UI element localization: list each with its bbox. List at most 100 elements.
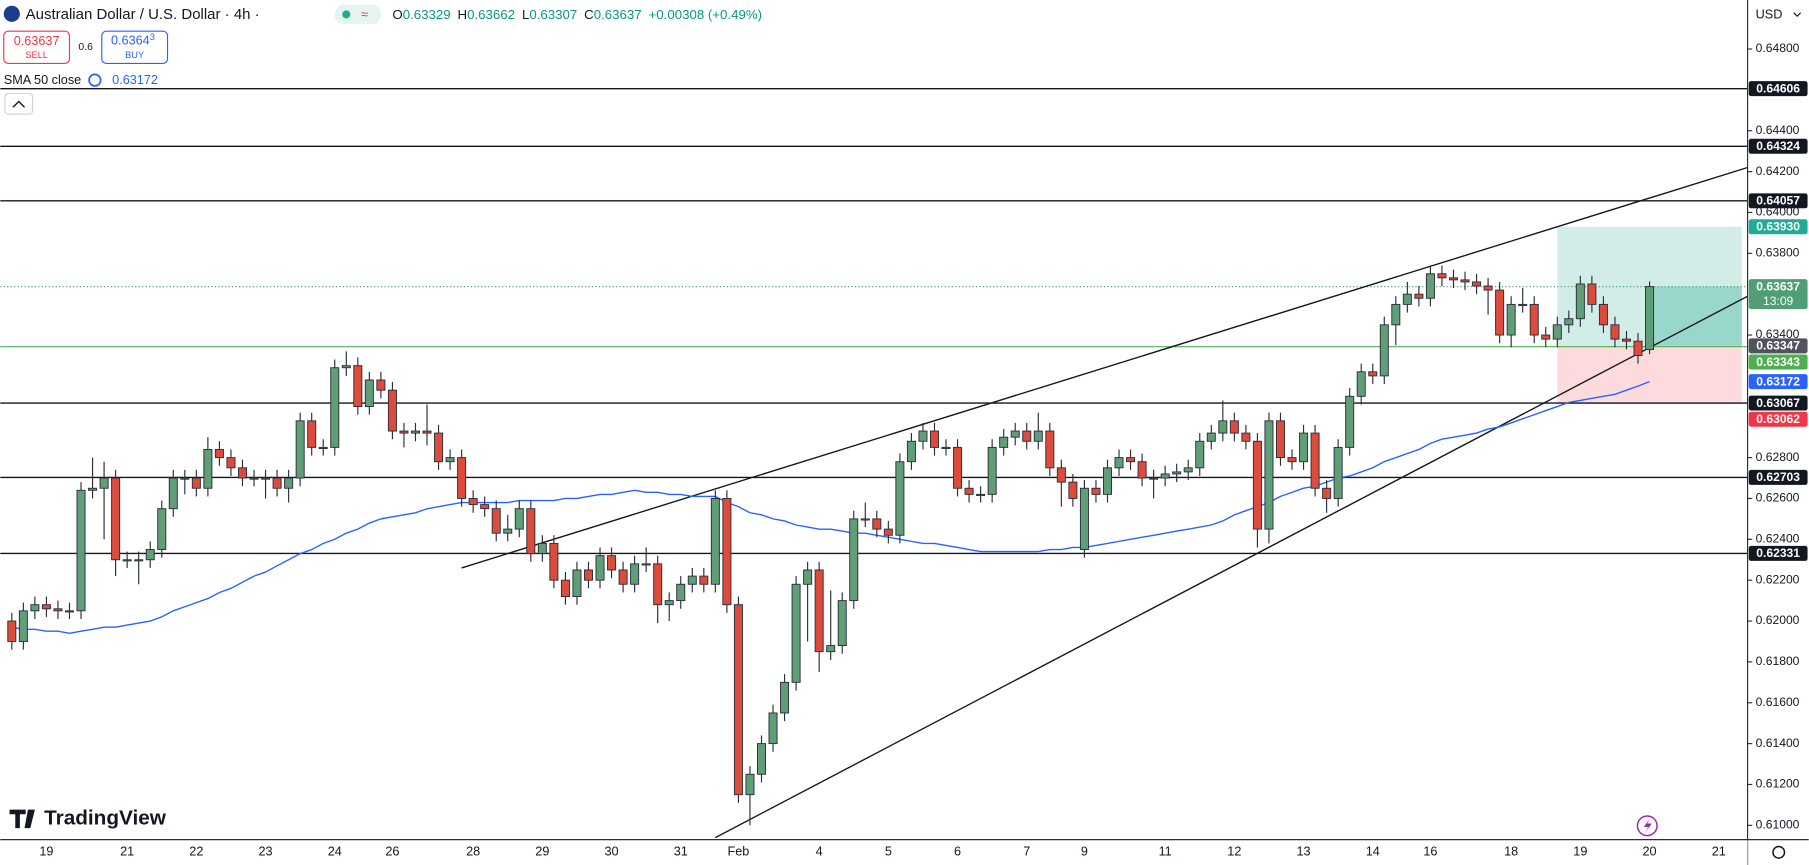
candle-body-up xyxy=(1575,283,1585,320)
candle-body-down xyxy=(872,518,882,530)
x-tick-label: 11 xyxy=(1159,845,1172,859)
x-tick-label: 30 xyxy=(604,845,618,859)
ohlc-value: 0.63329 xyxy=(403,6,451,21)
candle-body-up xyxy=(122,559,132,562)
logo-icon xyxy=(9,809,35,829)
candle-body-down xyxy=(1460,279,1470,283)
price-labels: 0.64606 0.64324 0.64057 0.63930 0.6363713:09… xyxy=(1748,81,1808,561)
candle-body-down xyxy=(1045,430,1055,469)
y-tick-label: 0.62800 xyxy=(1756,450,1800,464)
candle-body-up xyxy=(1645,286,1655,350)
candle-body-up xyxy=(1264,420,1274,530)
candle-body-up xyxy=(330,367,340,448)
candle-body-down xyxy=(653,563,663,606)
candle-body-up xyxy=(295,420,305,479)
candle-body-up xyxy=(503,528,513,534)
candle-body-up xyxy=(157,508,167,550)
level-label-box xyxy=(1748,138,1808,154)
x-tick-label: 21 xyxy=(1712,845,1726,859)
ohlc-value: 0.63637 xyxy=(594,6,642,21)
candle-body-up xyxy=(1391,303,1401,326)
level-label: 0.63067 xyxy=(1756,396,1800,410)
candle-body-up xyxy=(745,773,755,796)
candle-body-up xyxy=(1552,324,1562,340)
ohlc-key: C xyxy=(584,6,594,21)
price-label-box xyxy=(1748,219,1808,235)
candle-body-up xyxy=(1379,324,1389,377)
candle-body-down xyxy=(376,379,386,391)
buy-button[interactable] xyxy=(101,30,169,65)
sell-button[interactable] xyxy=(3,30,71,65)
indicator-value: 0.63172 xyxy=(112,73,158,87)
candle-body-up xyxy=(1160,473,1170,479)
y-tick-label: 0.63800 xyxy=(1756,246,1800,260)
price-label-box xyxy=(1748,411,1808,427)
candle-body-down xyxy=(1287,457,1297,463)
candle-body-down xyxy=(457,457,467,499)
candle-body-up xyxy=(445,457,455,463)
candle-body-down xyxy=(699,575,709,585)
x-tick-label: 5 xyxy=(885,845,892,859)
candle-body-down xyxy=(1252,440,1262,530)
candle-body-down xyxy=(1495,289,1505,336)
settings-icon[interactable] xyxy=(1772,845,1786,859)
candle-body-up xyxy=(249,477,259,480)
candle-body-down xyxy=(722,498,732,606)
spread: 0.6 xyxy=(78,42,93,53)
y-tick-label: 0.64200 xyxy=(1756,164,1800,178)
x-tick-label: 18 xyxy=(1504,845,1518,859)
candle-body-down xyxy=(399,430,409,434)
indicator-icon[interactable] xyxy=(88,73,102,87)
candle-body-up xyxy=(1333,446,1343,499)
candle-body-down xyxy=(7,620,17,642)
x-tick-label: 6 xyxy=(954,845,961,859)
status-pill[interactable] xyxy=(334,4,381,25)
price-label-box xyxy=(1748,338,1808,354)
x-tick-label: 21 xyxy=(120,845,134,859)
candle-body-down xyxy=(953,446,963,489)
y-tick-label: 0.62200 xyxy=(1756,572,1800,586)
level-label-box xyxy=(1748,545,1808,561)
sma-line xyxy=(11,380,1650,634)
candle-body-down xyxy=(583,569,593,581)
x-tick-label: 9 xyxy=(1081,845,1088,859)
candle-body-up xyxy=(999,436,1009,448)
y-tick-label: 0.61600 xyxy=(1756,695,1800,709)
price-label: 0.63062 xyxy=(1756,412,1800,426)
candle-body-up xyxy=(180,477,190,480)
candle-body-up xyxy=(76,489,86,612)
trendline xyxy=(715,295,1748,839)
currency[interactable]: USD xyxy=(1756,7,1783,21)
buy-price-sup: 3 xyxy=(150,32,155,42)
y-tick-label: 0.62400 xyxy=(1756,532,1800,546)
y-tick-label: 0.62000 xyxy=(1756,613,1800,627)
ohlc-key: L xyxy=(522,6,529,21)
price-axis: USD 0.648000.644000.642000.640000.638000… xyxy=(1747,0,1809,865)
candle-body-down xyxy=(964,487,974,495)
candle-body-down xyxy=(1368,371,1378,377)
watermark: TradingView xyxy=(44,806,167,829)
candle-body-up xyxy=(826,645,836,653)
y-tick-label: 0.63400 xyxy=(1756,327,1800,341)
price-label: 0.63637 xyxy=(1756,279,1800,293)
level-label: 0.62703 xyxy=(1756,470,1800,484)
candle-body-down xyxy=(237,467,247,479)
time-axis-bg xyxy=(0,839,1748,865)
ohlc-value: 0.63662 xyxy=(467,6,515,21)
x-tick-label: 14 xyxy=(1366,845,1380,859)
y-tick-label: 0.61400 xyxy=(1756,736,1800,750)
x-tick-label: Feb xyxy=(727,845,749,859)
candle-body-up xyxy=(595,555,605,581)
time-axis: 19 21 22 23 24 26 28 29 30 31 Feb 4 5 6 7 9 11 12 13 14 16 18… xyxy=(0,839,1809,865)
level-label: 0.64606 xyxy=(1756,81,1800,95)
candle-body-down xyxy=(1022,430,1032,442)
plot-area xyxy=(0,87,1748,839)
candle-body-down xyxy=(434,432,444,463)
indicator-name: SMA 50 close xyxy=(4,73,81,87)
candle-body-down xyxy=(1598,303,1608,326)
candle-body-up xyxy=(514,508,524,530)
x-tick-label: 20 xyxy=(1642,845,1656,859)
collapse-button[interactable] xyxy=(4,92,34,115)
candle-body-up xyxy=(630,563,640,585)
